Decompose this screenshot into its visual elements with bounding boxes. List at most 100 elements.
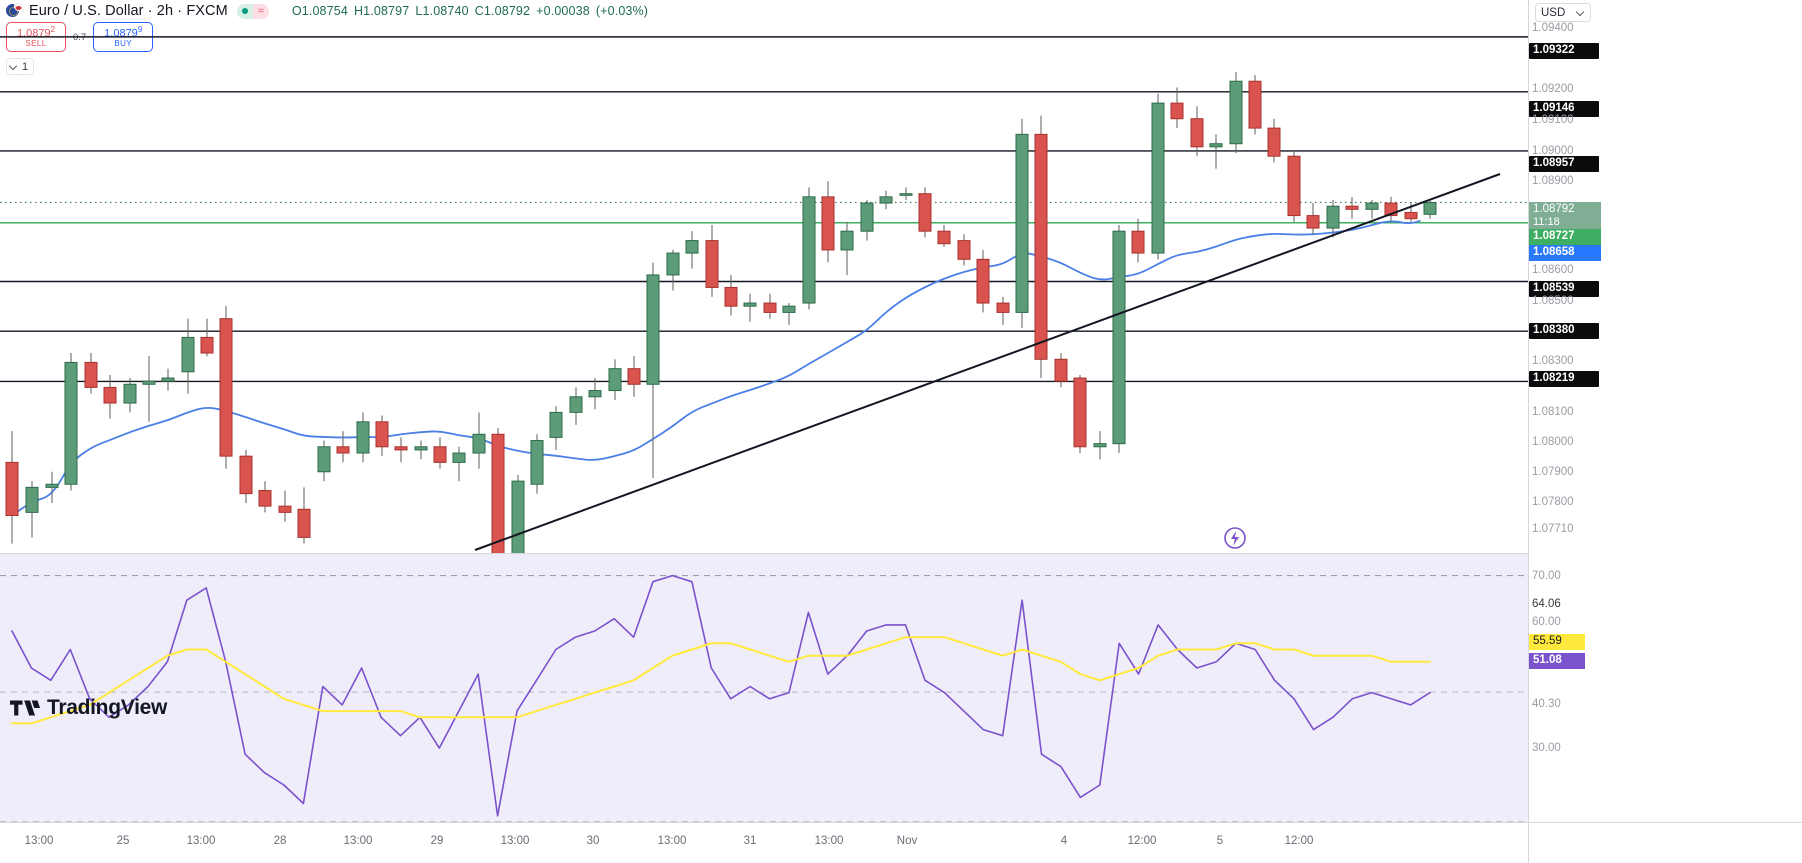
candlestick	[297, 487, 311, 544]
candle-body	[181, 336, 195, 373]
candlestick	[45, 471, 59, 504]
candle-body	[569, 396, 583, 413]
buy-label: BUY	[114, 38, 133, 48]
candle-body	[103, 386, 117, 404]
candle-body	[899, 193, 913, 196]
time-axis-tick: 13:00	[343, 835, 373, 847]
candle-body	[1229, 80, 1243, 145]
candlestick	[1345, 196, 1359, 219]
candle-body	[1151, 102, 1165, 254]
candlestick	[840, 221, 854, 275]
candlestick	[743, 293, 757, 322]
candle-body	[685, 240, 699, 254]
candle-body	[278, 505, 292, 513]
candle-body	[297, 508, 311, 538]
price-axis-tick: 1.08600	[1532, 264, 1574, 276]
candle-body	[336, 446, 350, 454]
candle-body	[1054, 358, 1068, 382]
candle-body	[705, 240, 719, 288]
candlestick	[763, 293, 777, 319]
chevron-down-icon[interactable]	[1577, 9, 1585, 17]
candlestick	[84, 353, 98, 394]
candlestick	[433, 437, 447, 469]
candlestick	[1229, 71, 1243, 154]
candle-body	[317, 446, 331, 473]
price-axis-tick: 1.07900	[1532, 466, 1574, 478]
candlestick	[1170, 87, 1184, 129]
time-axis-tick: Nov	[896, 835, 918, 847]
price-axis-tick: 70.00	[1532, 570, 1561, 582]
ohlc-change-pct: (+0.03%)	[595, 4, 649, 18]
time-axis[interactable]: 13:00 25 13:00 28 13:00 29 13:00 30 13:00 31 13:00…	[0, 822, 1802, 863]
candlestick	[278, 490, 292, 522]
symbol-title[interactable]: Euro / U.S. Dollar · 2h · FXCM	[29, 3, 228, 19]
candle-body	[1306, 215, 1320, 229]
candle-body	[627, 368, 641, 385]
candle-body	[394, 446, 408, 451]
price-axis[interactable]: USD 1.09400 1.09322 1.09200 1.09146 1.09100 1…	[1528, 0, 1802, 822]
price-chart-canvas	[0, 36, 1528, 582]
candle-body	[957, 240, 971, 260]
candle-body	[142, 380, 156, 385]
candlestick	[161, 368, 175, 391]
time-axis-tick: 29	[430, 835, 444, 847]
rsi-chart-canvas	[0, 574, 1528, 823]
candle-body	[45, 483, 59, 488]
currency-selector[interactable]: USD	[1535, 3, 1591, 22]
price-axis-tick: 1.08792 11:18	[1529, 202, 1601, 230]
candlestick	[899, 187, 913, 200]
candle-body	[860, 202, 874, 232]
candle-body	[375, 421, 389, 448]
candle-body	[996, 302, 1010, 313]
market-status-badge[interactable]: ≈	[236, 3, 269, 19]
candle-body	[1248, 80, 1262, 129]
currency-label: USD	[1541, 6, 1566, 19]
indicator-chip-label: 1	[22, 60, 29, 73]
rsi-pane[interactable]	[0, 554, 1528, 823]
candle-body	[1423, 201, 1437, 215]
candlestick	[1131, 218, 1145, 263]
candlestick	[1151, 93, 1165, 260]
candle-body	[1034, 133, 1048, 360]
time-axis-tick: 13:00	[814, 835, 844, 847]
trend-line[interactable]	[474, 173, 1501, 551]
sell-label: SELL	[25, 38, 47, 48]
chart-legend: Euro / U.S. Dollar · 2h · FXCM ≈ O1.0875…	[6, 2, 654, 20]
price-axis-tick: 1.08539	[1529, 281, 1599, 297]
candlestick	[646, 262, 660, 479]
candle-body	[491, 433, 505, 570]
time-axis-tick: 4	[1060, 835, 1068, 847]
indicator-chip[interactable]: 1	[6, 58, 35, 75]
price-axis-tick: 64.06	[1532, 598, 1561, 610]
price-pane[interactable]	[0, 0, 1528, 582]
price-axis-tick: 1.07800	[1532, 496, 1574, 508]
sell-price-pip: 2	[50, 24, 56, 34]
time-axis-tick: 12:00	[1127, 835, 1157, 847]
eu-us-flag-icon	[6, 2, 23, 19]
candlestick	[1306, 203, 1320, 235]
price-axis-tick: 55.59	[1529, 634, 1585, 650]
candle-body	[123, 383, 137, 404]
candlestick	[705, 224, 719, 297]
candle-body	[1326, 205, 1340, 229]
price-axis-tick: 1.08300	[1532, 355, 1574, 367]
candlestick	[627, 356, 641, 397]
price-axis-tick: 1.09322	[1529, 43, 1599, 59]
candlestick	[782, 303, 796, 325]
candle-body	[821, 196, 835, 251]
candlestick	[1093, 431, 1107, 460]
price-axis-tick: 60.00	[1532, 616, 1561, 628]
candle-body	[549, 411, 563, 438]
candlestick	[103, 374, 117, 419]
replay-badge-icon[interactable]	[1224, 527, 1246, 549]
candlestick	[1073, 374, 1087, 454]
price-axis-tick: 1.08900	[1532, 175, 1574, 187]
candlestick	[1267, 118, 1281, 163]
ohlc-close: C1.08792	[474, 4, 531, 18]
pane-divider[interactable]	[0, 553, 1528, 554]
price-axis-tick: 51.08	[1529, 653, 1585, 669]
candlestick	[1248, 74, 1262, 135]
candlestick	[976, 249, 990, 313]
time-axis-tick: 5	[1216, 835, 1224, 847]
